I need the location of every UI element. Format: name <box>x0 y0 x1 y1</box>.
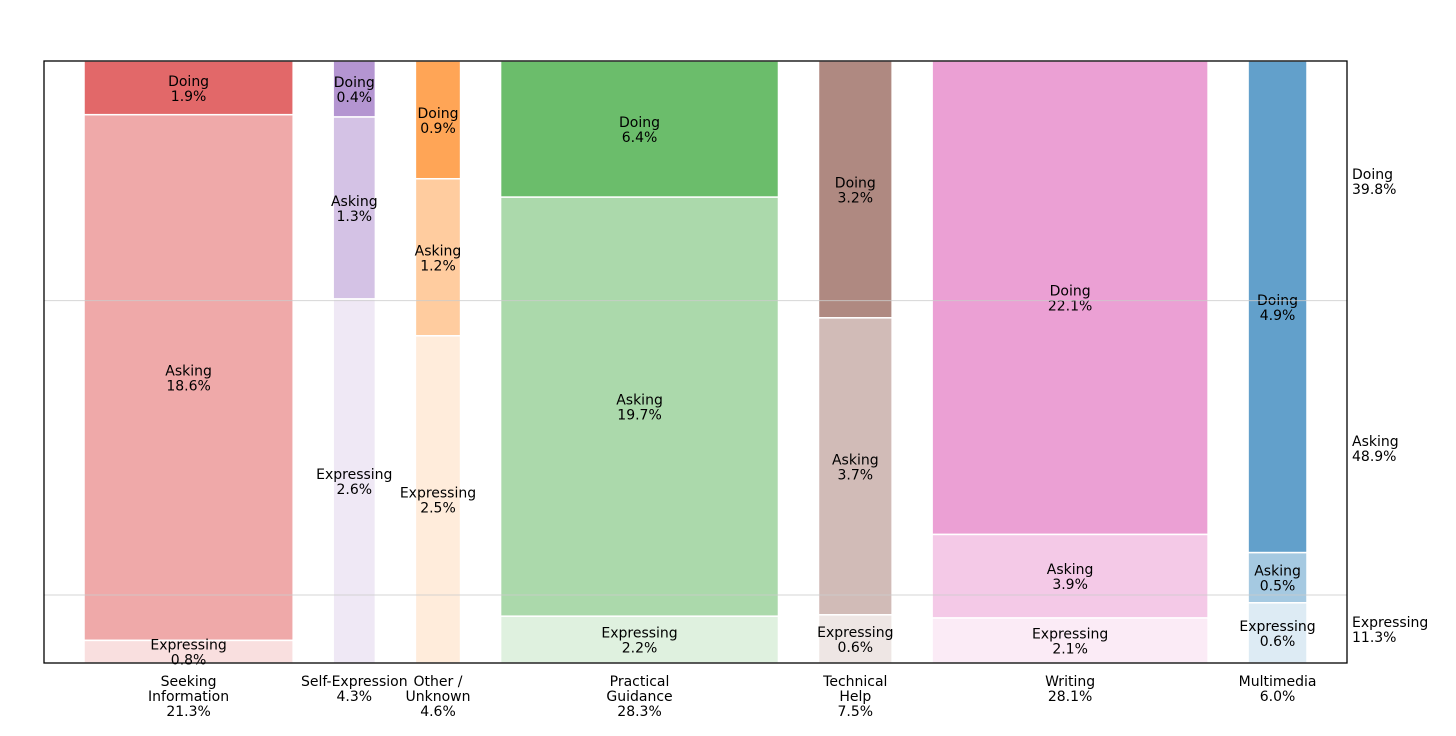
multimedia-doing-bar <box>1247 60 1308 554</box>
overall-split-lines <box>44 300 1347 596</box>
writing-expressing-bar <box>931 617 1209 664</box>
practical-guidance-category-label: Practical Guidance 28.3% <box>606 674 672 720</box>
technical-help-doing-bar <box>817 60 893 319</box>
technical-help-expressing-label: Expressing 0.6% <box>817 625 893 656</box>
technical-help-doing-label: Doing 3.2% <box>835 175 876 206</box>
practical-guidance-doing-bar <box>499 60 780 198</box>
multimedia-expressing-label: Expressing 0.6% <box>1239 619 1315 650</box>
self-expression-doing-label: Doing 0.4% <box>334 75 375 106</box>
multimedia-category-label: Multimedia 6.0% <box>1239 674 1317 705</box>
self-expression-asking-label: Asking 1.3% <box>331 194 378 225</box>
other-unknown-expressing-bar <box>414 335 462 664</box>
writing-category-label: Writing 28.1% <box>1045 674 1095 705</box>
self-expression-expressing-label: Expressing 2.6% <box>316 467 392 498</box>
other-unknown-asking-bar <box>414 178 462 337</box>
other-unknown-asking-label: Asking 1.2% <box>415 243 462 274</box>
writing-doing-label: Doing 22.1% <box>1048 284 1092 315</box>
overall-asking-label: Asking 48.9% <box>1352 434 1399 465</box>
overall-expressing-label: Expressing 11.3% <box>1352 615 1428 646</box>
practical-guidance-asking-label: Asking 19.7% <box>616 393 663 424</box>
practical-guidance-expressing-label: Expressing 2.2% <box>601 626 677 657</box>
practical-guidance-doing-label: Doing 6.4% <box>619 115 660 146</box>
practical-guidance-asking-bar <box>499 196 780 617</box>
technical-help-expressing-bar <box>817 614 893 664</box>
multimedia-expressing-bar <box>1247 602 1308 664</box>
technical-help-category-label: Technical Help 7.5% <box>822 674 887 720</box>
seeking-information-asking-label: Asking 18.6% <box>165 364 212 395</box>
self-expression-category-label: Self-Expression 4.3% <box>301 674 408 705</box>
multimedia-doing-label: Doing 4.9% <box>1257 293 1298 324</box>
writing-expressing-label: Expressing 2.1% <box>1032 627 1108 658</box>
multimedia-asking-bar <box>1247 551 1308 604</box>
seeking-information-category-label: Seeking Information 21.3% <box>148 674 229 720</box>
self-expression-doing-bar <box>332 60 377 118</box>
bars-group: Doing 1.9% Asking 18.6% Expressing 0.8% Doing 0… <box>83 60 1316 669</box>
seeking-information-doing-label: Doing 1.9% <box>168 74 209 105</box>
other-unknown-expressing-label: Expressing 2.5% <box>400 485 476 516</box>
technical-help-asking-label: Asking 3.7% <box>832 452 879 483</box>
multimedia-asking-label: Asking 0.5% <box>1254 564 1301 595</box>
seeking-information-asking-bar <box>83 113 294 642</box>
overall-doing-label: Doing 39.8% <box>1352 167 1396 198</box>
overall-labels: Doing 39.8% Asking 48.9% Expressing 11.3% <box>1352 167 1428 646</box>
writing-asking-label: Asking 3.9% <box>1047 562 1094 593</box>
seeking-information-doing-bar <box>83 60 294 116</box>
technical-help-asking-bar <box>817 317 893 616</box>
plot-frame <box>43 60 1348 664</box>
seeking-information-expressing-label: Expressing 0.8% <box>150 638 226 669</box>
other-unknown-category-label: Other / Unknown 4.6% <box>405 674 470 720</box>
writing-asking-bar <box>931 533 1209 619</box>
category-labels: Seeking Information 21.3% Self-Expression 4.… <box>148 674 1316 720</box>
other-unknown-doing-label: Doing 0.9% <box>417 106 458 137</box>
